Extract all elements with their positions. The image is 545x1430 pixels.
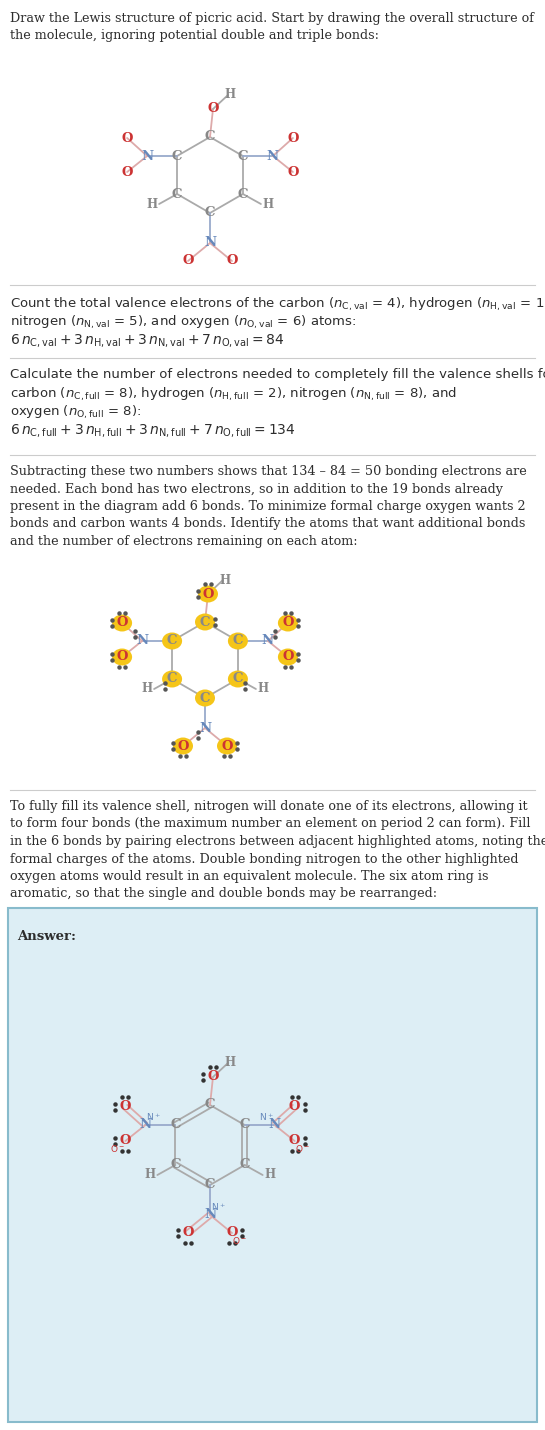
Text: N: N: [204, 236, 216, 249]
Text: C: C: [200, 692, 210, 705]
Text: H: H: [257, 682, 269, 695]
Text: $\mathregular{N^+}$: $\mathregular{N^+}$: [259, 1111, 274, 1123]
Ellipse shape: [162, 632, 182, 649]
Text: aromatic, so that the single and double bonds may be rearranged:: aromatic, so that the single and double …: [10, 888, 437, 901]
Text: C: C: [205, 1098, 215, 1111]
Text: O: O: [226, 255, 238, 267]
Text: present in the diagram add 6 bonds. To minimize formal charge oxygen wants 2: present in the diagram add 6 bonds. To m…: [10, 500, 525, 513]
Text: $\mathregular{O^-}$: $\mathregular{O^-}$: [110, 1144, 125, 1154]
Text: C: C: [233, 672, 243, 685]
Text: N: N: [199, 722, 211, 735]
Text: oxygen ($n_\mathrm{O,full}$ = 8):: oxygen ($n_\mathrm{O,full}$ = 8):: [10, 405, 141, 422]
Text: $\mathregular{N^+}$: $\mathregular{N^+}$: [211, 1201, 225, 1213]
Text: H: H: [262, 197, 274, 210]
Text: bonds and carbon wants 4 bonds. Identify the atoms that want additional bonds: bonds and carbon wants 4 bonds. Identify…: [10, 518, 525, 531]
Ellipse shape: [195, 613, 215, 631]
Text: O: O: [116, 616, 128, 629]
Text: C: C: [233, 635, 243, 648]
Text: To fully fill its valence shell, nitrogen will donate one of its electrons, allo: To fully fill its valence shell, nitroge…: [10, 799, 528, 814]
Text: O: O: [122, 132, 133, 144]
Text: formal charges of the atoms. Double bonding nitrogen to the other highlighted: formal charges of the atoms. Double bond…: [10, 852, 518, 865]
Text: Draw the Lewis structure of picric acid. Start by drawing the overall structure : Draw the Lewis structure of picric acid.…: [10, 11, 534, 24]
Text: C: C: [170, 1158, 180, 1171]
Text: H: H: [220, 573, 231, 586]
Text: O: O: [177, 739, 189, 752]
Text: C: C: [172, 150, 183, 163]
Text: N: N: [269, 1118, 281, 1131]
Text: C: C: [167, 672, 177, 685]
Text: and the number of electrons remaining on each atom:: and the number of electrons remaining on…: [10, 535, 358, 548]
Text: N: N: [141, 150, 153, 163]
Text: O: O: [202, 588, 214, 601]
Text: needed. Each bond has two electrons, so in addition to the 19 bonds already: needed. Each bond has two electrons, so …: [10, 482, 503, 496]
Text: O: O: [182, 255, 194, 267]
Text: O: O: [221, 739, 233, 752]
Text: N: N: [136, 635, 148, 648]
Text: C: C: [172, 187, 183, 200]
Text: H: H: [142, 682, 153, 695]
Text: N: N: [140, 1118, 152, 1131]
Text: C: C: [167, 635, 177, 648]
Text: Count the total valence electrons of the carbon ($n_\mathrm{C,val}$ = 4), hydrog: Count the total valence electrons of the…: [10, 296, 545, 313]
Text: H: H: [264, 1168, 275, 1181]
Text: oxygen atoms would result in an equivalent molecule. The six atom ring is: oxygen atoms would result in an equivale…: [10, 869, 488, 882]
Text: O: O: [116, 651, 128, 664]
Text: O: O: [289, 1101, 300, 1114]
Text: O: O: [287, 166, 299, 179]
Ellipse shape: [278, 615, 298, 632]
Text: the molecule, ignoring potential double and triple bonds:: the molecule, ignoring potential double …: [10, 29, 379, 41]
Text: C: C: [205, 130, 215, 143]
Text: nitrogen ($n_\mathrm{N,val}$ = 5), and oxygen ($n_\mathrm{O,val}$ = 6) atoms:: nitrogen ($n_\mathrm{N,val}$ = 5), and o…: [10, 315, 356, 332]
Text: to form four bonds (the maximum number an element on period 2 can form). Fill: to form four bonds (the maximum number a…: [10, 818, 530, 831]
Text: O: O: [122, 166, 133, 179]
Text: H: H: [145, 1168, 156, 1181]
Text: O: O: [207, 103, 219, 116]
Text: N: N: [204, 1208, 216, 1221]
FancyBboxPatch shape: [8, 908, 537, 1421]
Ellipse shape: [173, 738, 193, 755]
Text: N: N: [267, 150, 279, 163]
Text: O: O: [207, 1071, 219, 1084]
Text: C: C: [200, 615, 210, 629]
Text: Answer:: Answer:: [17, 930, 76, 942]
Text: $\mathregular{O^-}$: $\mathregular{O^-}$: [295, 1144, 310, 1154]
Text: H: H: [225, 89, 235, 102]
Text: $6\,n_\mathrm{C,full} + 3\,n_\mathrm{H,full} + 3\,n_\mathrm{N,full} + 7\,n_\math: $6\,n_\mathrm{C,full} + 3\,n_\mathrm{H,f…: [10, 422, 296, 439]
Text: $\mathregular{O^-}$: $\mathregular{O^-}$: [233, 1236, 247, 1247]
Ellipse shape: [217, 738, 237, 755]
Ellipse shape: [195, 689, 215, 706]
Ellipse shape: [228, 632, 248, 649]
Ellipse shape: [112, 615, 132, 632]
Text: Subtracting these two numbers shows that 134 – 84 = 50 bonding electrons are: Subtracting these two numbers shows that…: [10, 465, 527, 478]
Text: carbon ($n_\mathrm{C,full}$ = 8), hydrogen ($n_\mathrm{H,full}$ = 2), nitrogen (: carbon ($n_\mathrm{C,full}$ = 8), hydrog…: [10, 386, 457, 403]
Text: $6\,n_\mathrm{C,val} + 3\,n_\mathrm{H,val} + 3\,n_\mathrm{N,val} + 7\,n_\mathrm{: $6\,n_\mathrm{C,val} + 3\,n_\mathrm{H,va…: [10, 332, 284, 349]
Text: in the 6 bonds by pairing electrons between adjacent highlighted atoms, noting t: in the 6 bonds by pairing electrons betw…: [10, 835, 545, 848]
Text: C: C: [238, 150, 248, 163]
Text: O: O: [282, 616, 294, 629]
Text: H: H: [147, 197, 158, 210]
Ellipse shape: [112, 648, 132, 665]
Ellipse shape: [278, 648, 298, 665]
Text: Calculate the number of electrons needed to completely fill the valence shells f: Calculate the number of electrons needed…: [10, 368, 545, 380]
Text: N: N: [262, 635, 274, 648]
Text: C: C: [238, 187, 248, 200]
Text: H: H: [225, 1057, 235, 1070]
Text: C: C: [205, 206, 215, 219]
Text: O: O: [287, 132, 299, 144]
Text: O: O: [119, 1134, 131, 1147]
Text: C: C: [205, 1178, 215, 1191]
Text: O: O: [182, 1227, 194, 1240]
Ellipse shape: [198, 585, 218, 602]
Ellipse shape: [162, 671, 182, 688]
Text: C: C: [170, 1118, 180, 1131]
Text: O: O: [282, 651, 294, 664]
Text: O: O: [119, 1101, 131, 1114]
Text: $\mathregular{N^+}$: $\mathregular{N^+}$: [146, 1111, 161, 1123]
Text: C: C: [239, 1158, 250, 1171]
Ellipse shape: [228, 671, 248, 688]
Text: O: O: [226, 1227, 238, 1240]
Text: C: C: [239, 1118, 250, 1131]
Text: O: O: [289, 1134, 300, 1147]
